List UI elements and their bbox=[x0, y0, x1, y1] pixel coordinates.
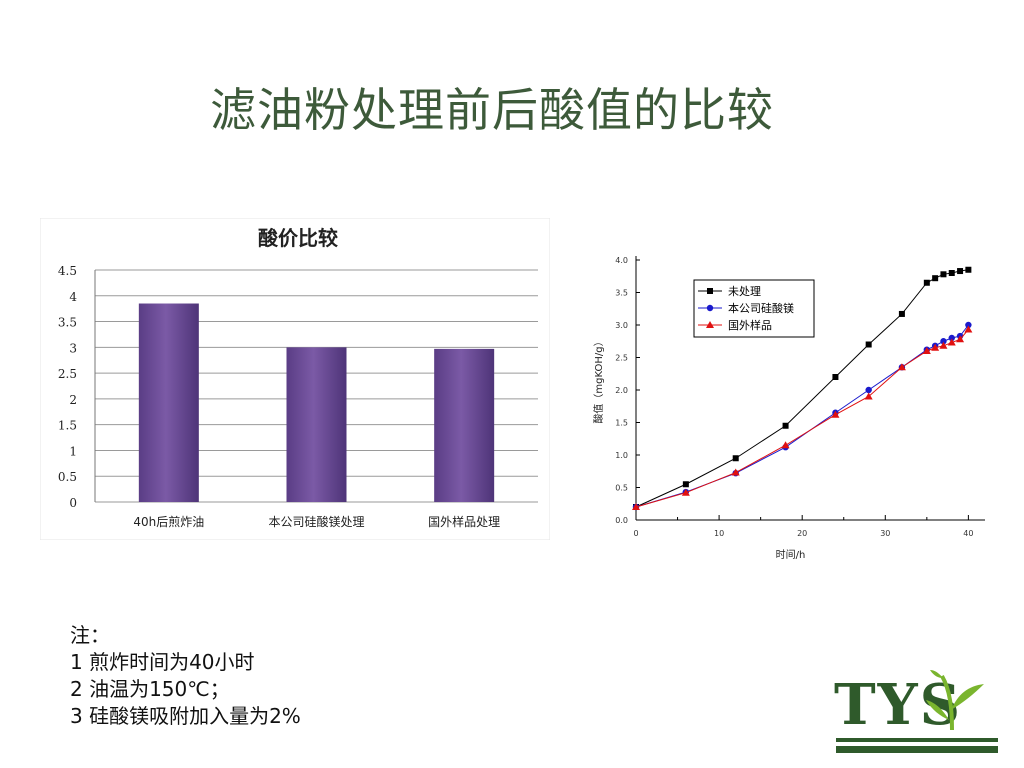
data-point bbox=[923, 279, 930, 286]
line-chart: 0.0 0.5 1.0 1.5 2.0 2.5 3.0 3.5 4.0 0 10 20 30 40 时间/h… bbox=[592, 256, 985, 561]
data-point bbox=[964, 325, 973, 333]
bar bbox=[286, 347, 347, 502]
x-tick-label: 20 bbox=[797, 529, 807, 538]
y-tick-label: 0 bbox=[69, 496, 77, 510]
data-point bbox=[865, 341, 872, 348]
data-point bbox=[948, 334, 955, 342]
data-point bbox=[706, 304, 714, 312]
data-point bbox=[956, 335, 965, 343]
slide-title: 滤油粉处理前后酸值的比较 bbox=[210, 83, 774, 137]
data-point bbox=[731, 468, 740, 476]
data-point bbox=[947, 338, 956, 346]
data-point bbox=[865, 386, 872, 394]
notes-line: 3 硅酸镁吸附加入量为2% bbox=[70, 704, 301, 728]
data-point bbox=[932, 275, 939, 282]
x-tick-label: 国外样品处理 bbox=[428, 514, 500, 529]
y-tick-label: 0.0 bbox=[615, 516, 628, 525]
bar bbox=[434, 348, 495, 502]
data-point bbox=[939, 341, 948, 349]
data-point bbox=[922, 347, 931, 354]
data-point bbox=[681, 488, 690, 496]
y-tick-label: 2.0 bbox=[615, 386, 628, 395]
y-tick-label: 3.5 bbox=[615, 289, 628, 298]
legend-label: 未处理 bbox=[728, 285, 761, 298]
y-tick-label: 1.5 bbox=[615, 419, 628, 428]
y-tick-label: 0.5 bbox=[615, 484, 628, 493]
y-tick-label: 2 bbox=[69, 393, 77, 407]
company-logo: TYS bbox=[834, 668, 1000, 758]
data-point bbox=[632, 503, 640, 510]
data-point bbox=[864, 392, 873, 400]
data-point bbox=[707, 288, 713, 294]
leaf-icon bbox=[836, 670, 998, 753]
y-tick-label: 4.5 bbox=[58, 264, 77, 278]
series-line bbox=[635, 324, 969, 508]
x-tick-label: 40 bbox=[963, 529, 973, 538]
x-tick-label: 本公司硅酸镁处理 bbox=[268, 514, 364, 529]
y-tick-label: 3.5 bbox=[58, 316, 77, 330]
y-tick-label: 1.0 bbox=[615, 451, 628, 460]
x-tick-label: 10 bbox=[714, 529, 724, 538]
x-tick-label: 0 bbox=[633, 529, 638, 538]
data-point bbox=[732, 455, 739, 462]
bar bbox=[138, 303, 199, 502]
x-axis-label: 时间/h bbox=[776, 548, 806, 561]
y-tick-label: 1.5 bbox=[58, 419, 77, 433]
x-tick-label: 30 bbox=[880, 529, 890, 538]
y-tick-label: 2.5 bbox=[615, 354, 628, 363]
y-tick-label: 4 bbox=[69, 290, 77, 304]
y-tick-label: 3.0 bbox=[615, 321, 628, 330]
bar-chart: 酸价比较 0 0.5 1 1.5 2 2.5 3 3.5 4 4.5 40h后煎炸油 本公司硅酸镁处理 国… bbox=[40, 218, 550, 540]
notes-line: 1 煎炸时间为40小时 bbox=[70, 650, 255, 674]
x-tick-label: 40h后煎炸油 bbox=[133, 514, 204, 529]
data-point bbox=[706, 321, 714, 328]
data-point bbox=[931, 343, 940, 351]
y-axis-label: 酸值（mgKOH/g） bbox=[592, 336, 605, 423]
data-point bbox=[832, 374, 839, 380]
y-tick-label: 1 bbox=[69, 444, 77, 458]
data-point bbox=[831, 410, 840, 418]
data-point bbox=[897, 363, 906, 371]
data-point bbox=[781, 441, 790, 449]
data-point bbox=[940, 338, 947, 345]
notes-heading: 注： bbox=[70, 623, 110, 647]
legend-label: 国外样品 bbox=[728, 318, 772, 332]
y-tick-label: 4.0 bbox=[615, 256, 628, 265]
data-point bbox=[682, 481, 689, 488]
data-point bbox=[948, 270, 955, 276]
notes-block: 注： 1 煎炸时间为40小时 2 油温为150℃； 3 硅酸镁吸附加入量为2% bbox=[70, 622, 301, 730]
y-tick-label: 0.5 bbox=[58, 470, 77, 484]
chart-title: 酸价比较 bbox=[258, 226, 338, 250]
y-tick-label: 2.5 bbox=[58, 367, 77, 381]
data-point bbox=[782, 422, 789, 429]
notes-line: 2 油温为150℃； bbox=[70, 677, 230, 701]
data-point bbox=[940, 271, 947, 278]
data-point bbox=[965, 266, 972, 273]
data-point bbox=[957, 268, 964, 275]
y-tick-label: 3 bbox=[69, 341, 77, 355]
data-point bbox=[965, 321, 972, 329]
data-point bbox=[898, 310, 905, 317]
logo-text: TYS bbox=[834, 672, 963, 738]
legend-label: 本公司硅酸镁 bbox=[728, 301, 794, 315]
series-line bbox=[635, 329, 969, 508]
